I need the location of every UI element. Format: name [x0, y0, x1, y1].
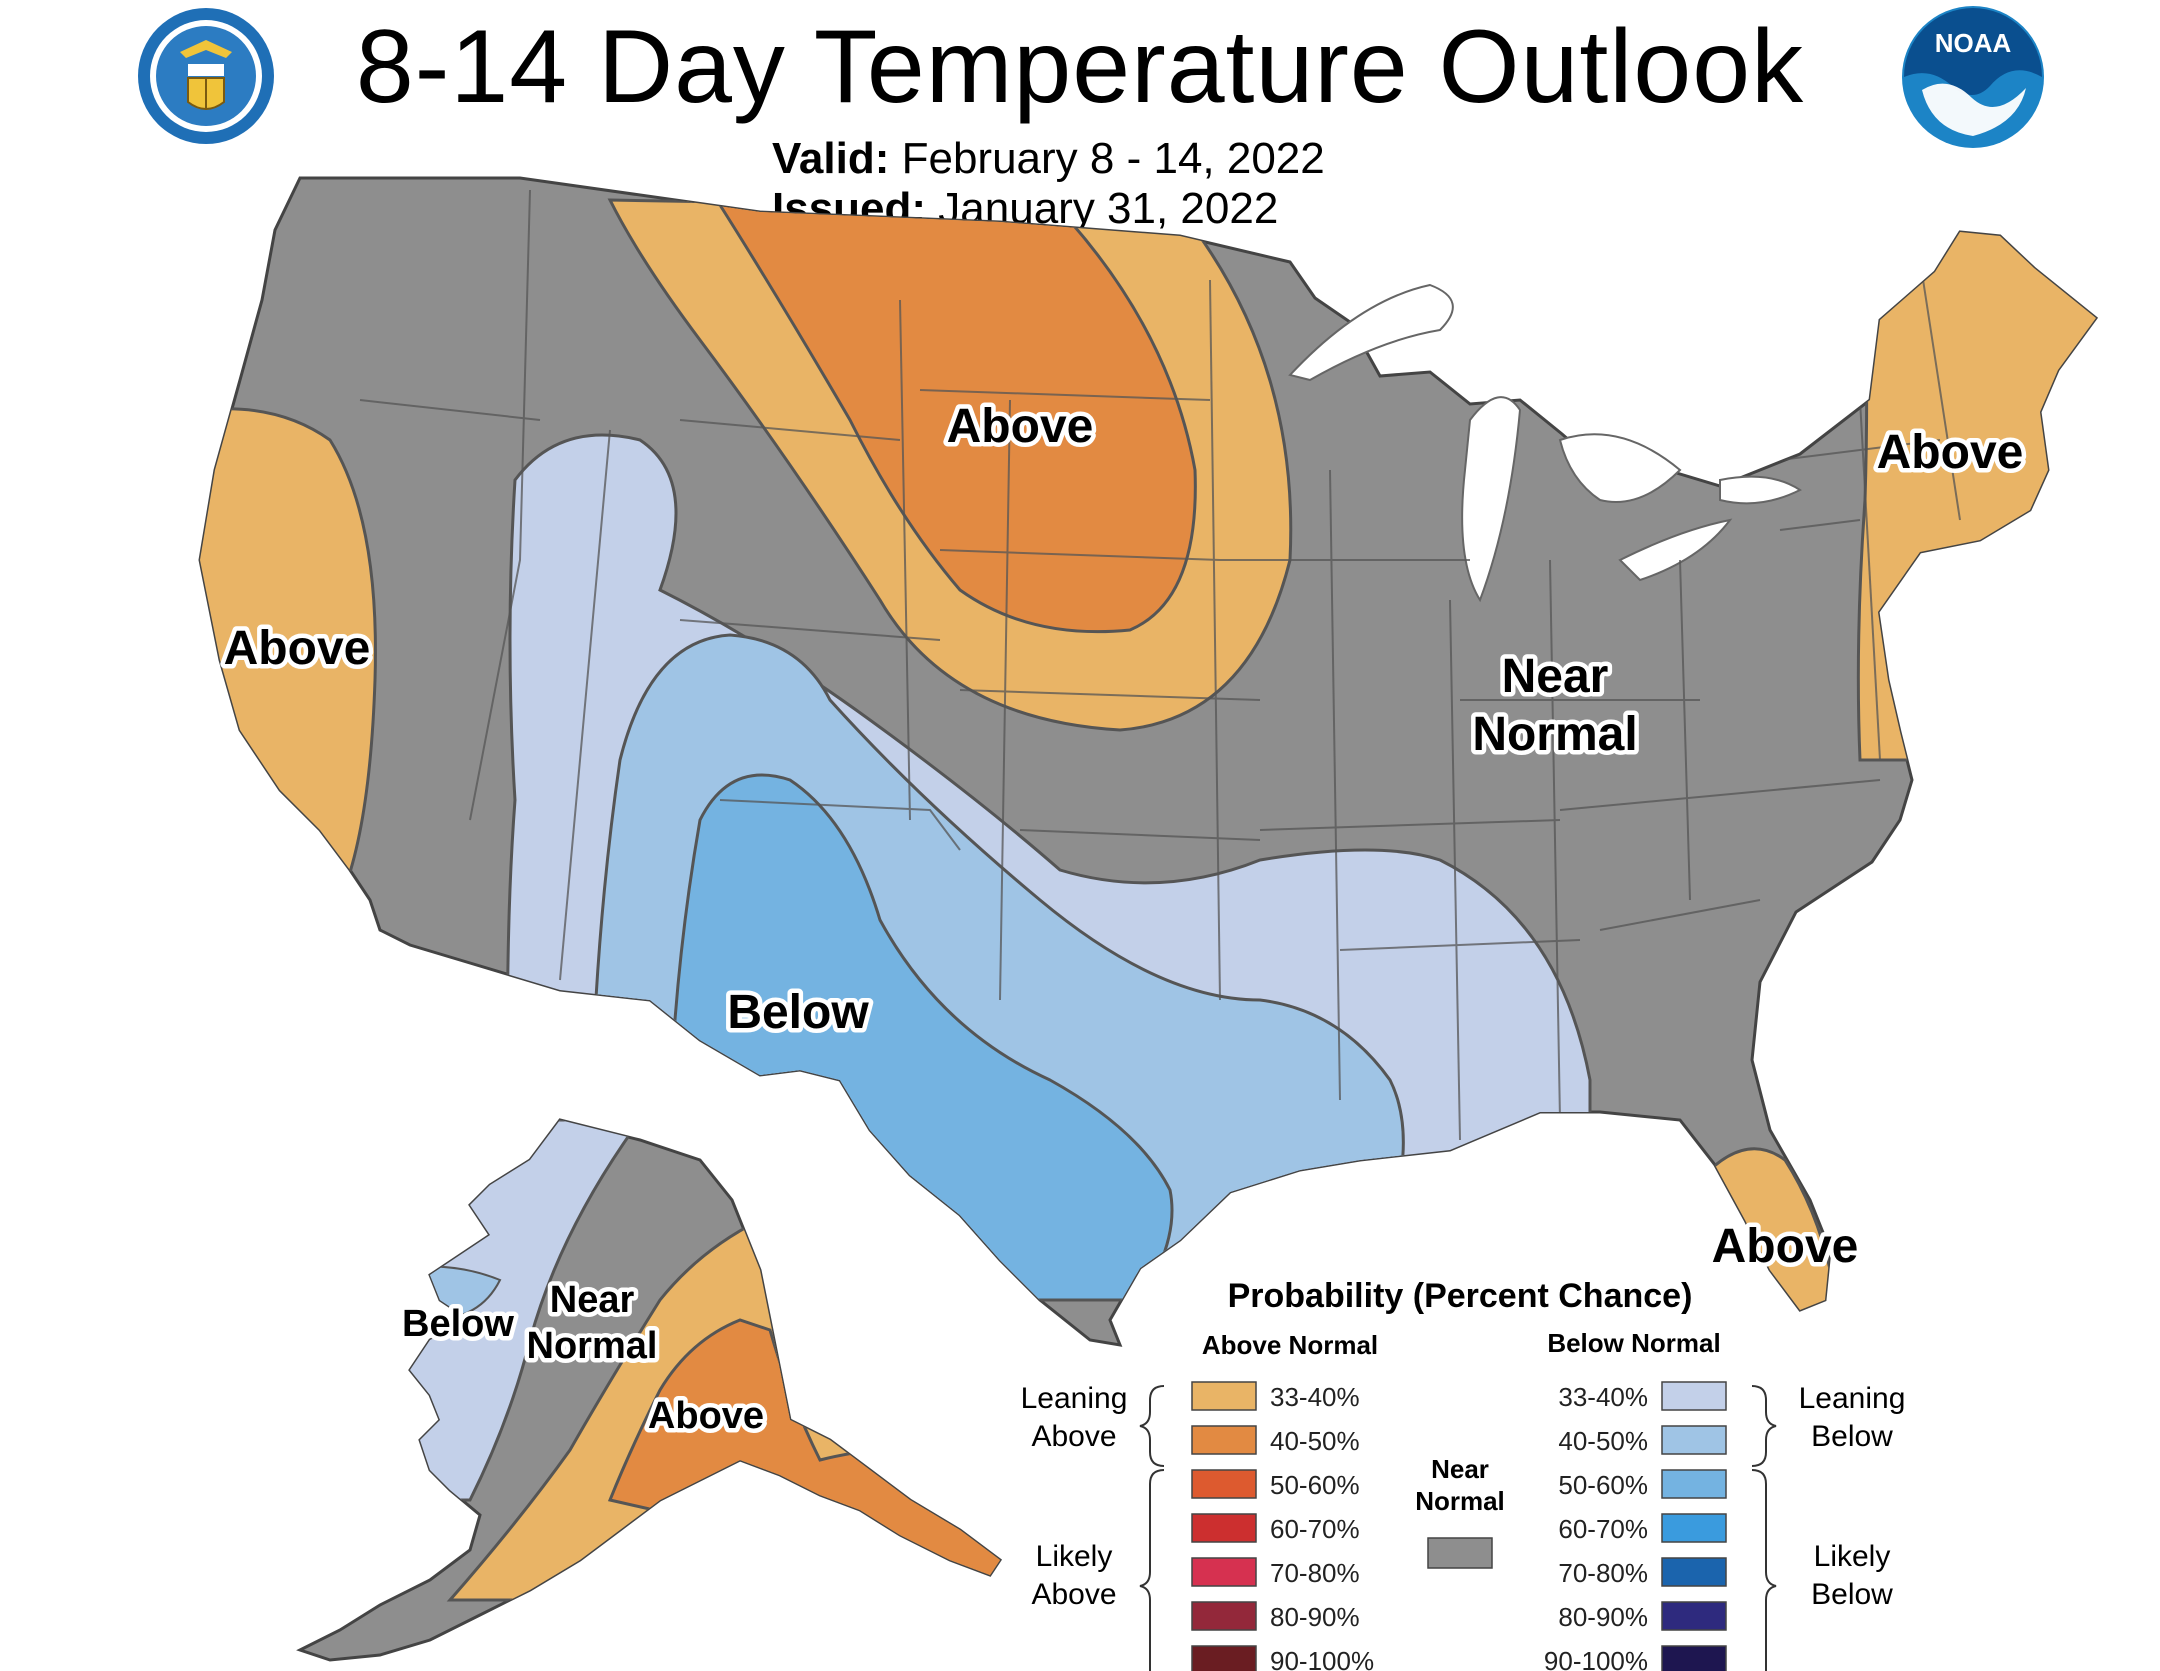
contour-above-northeast: [1856, 198, 2096, 762]
legend-likely-above-line2: Above: [1031, 1578, 1116, 1611]
valid-date: February 8 - 14, 2022: [901, 134, 1325, 183]
legend-above-bin-swatch-2: [1191, 1469, 1257, 1499]
label-ak-near-line1: Near: [550, 1279, 635, 1321]
legend-below-bin-swatch-5: [1661, 1601, 1727, 1631]
valid-line: Valid: February 8 - 14, 2022: [772, 134, 1325, 184]
legend-above-bins: 33-40% 40-50% 50-60% 60-70% 70-80% 80-90% 90-1…: [1191, 1381, 1374, 1671]
label-above-north-plains: Above: [947, 400, 1094, 453]
legend-leaning-below-line2: Below: [1811, 1420, 1893, 1453]
legend-leaning-above-line1: Leaning: [1021, 1382, 1128, 1415]
legend-above-bin-label-2: 50-60%: [1270, 1470, 1360, 1500]
legend-below-bin-label-3: 60-70%: [1558, 1514, 1648, 1544]
legend-above-bin-swatch-3: [1191, 1513, 1257, 1543]
legend-leaning-above-line2: Above: [1031, 1420, 1116, 1453]
brace-likely-above: [1139, 1469, 1165, 1671]
legend-below-bin-swatch-2: [1661, 1469, 1727, 1499]
legend-above-bin-label-3: 60-70%: [1270, 1514, 1360, 1544]
lake-ontario: [1719, 475, 1802, 505]
legend-below-bins: 33-40% 40-50% 50-60% 60-70% 70-80% 80-90% 90-1…: [1544, 1381, 1727, 1671]
label-above-west-coast: Above: [224, 622, 371, 675]
state-borders: [359, 189, 1961, 1141]
label-ak-below: Below: [402, 1303, 514, 1345]
brace-likely-below: [1751, 1469, 1777, 1671]
legend-below-bin-swatch-3: [1661, 1513, 1727, 1543]
legend-below-bin-swatch-1: [1661, 1425, 1727, 1455]
legend-below-bin-label-1: 40-50%: [1558, 1426, 1648, 1456]
map-region-labels: Above Above Above Above Near Normal Belo…: [219, 396, 2028, 1442]
legend-near-normal-line2: Normal: [1415, 1486, 1505, 1516]
great-lakes: [1288, 283, 1802, 603]
label-near-normal-line1: Near: [1502, 650, 1609, 703]
brace-leaning-below: [1751, 1385, 1777, 1467]
legend-above-bin-label-4: 70-80%: [1270, 1558, 1360, 1588]
legend-below-bin-swatch-0: [1661, 1381, 1727, 1411]
legend-below-bin-swatch-4: [1661, 1557, 1727, 1587]
label-above-northeast: Above: [1877, 426, 2024, 479]
label-ak-near-line2: Normal: [527, 1325, 658, 1367]
noaa-logo-text: NOAA: [1935, 28, 2012, 58]
legend-above-header: Above Normal: [1202, 1330, 1378, 1360]
legend-above-bin-label-5: 80-90%: [1270, 1602, 1360, 1632]
legend-near-normal-line1: Near: [1431, 1454, 1489, 1484]
lake-erie: [1618, 518, 1733, 582]
legend-below-bin-label-0: 33-40%: [1558, 1382, 1648, 1412]
lake-superior: [1288, 283, 1454, 382]
legend-likely-below-line2: Below: [1811, 1578, 1893, 1611]
legend-likely-above-line1: Likely: [1036, 1540, 1113, 1573]
noaa-logo-icon: NOAA: [1902, 6, 2044, 148]
label-near-normal-line2: Normal: [1472, 708, 1637, 761]
legend-above-bin-swatch-5: [1191, 1601, 1257, 1631]
legend-above-bin-label-1: 40-50%: [1270, 1426, 1360, 1456]
legend-below-bin-label-2: 50-60%: [1558, 1470, 1648, 1500]
label-ak-above: Above: [648, 1395, 764, 1437]
legend-below-bin-label-5: 80-90%: [1558, 1602, 1648, 1632]
lake-michigan: [1461, 396, 1522, 603]
lake-huron: [1558, 433, 1682, 503]
legend-above-bin-swatch-0: [1191, 1381, 1257, 1411]
probability-legend: Probability (Percent Chance) Above Norma…: [1021, 1277, 1906, 1671]
legend-above-bin-swatch-4: [1191, 1557, 1257, 1587]
valid-label: Valid:: [772, 134, 890, 183]
dept-of-commerce-seal-icon: [138, 8, 274, 144]
legend-above-bin-swatch-1: [1191, 1425, 1257, 1455]
legend-below-header: Below Normal: [1547, 1328, 1720, 1358]
legend-leaning-below-line1: Leaning: [1799, 1382, 1906, 1415]
legend-above-bin-label-6: 90-100%: [1270, 1646, 1374, 1671]
label-below: Below: [727, 986, 869, 1039]
legend-below-bin-label-6: 90-100%: [1544, 1646, 1648, 1671]
legend-below-bin-swatch-6: [1661, 1645, 1727, 1671]
legend-title: Probability (Percent Chance): [1228, 1277, 1693, 1315]
legend-likely-below-line1: Likely: [1814, 1540, 1891, 1573]
legend-above-bin-swatch-6: [1191, 1645, 1257, 1671]
contour-above-plains-40-50: [717, 203, 1197, 634]
legend-near-normal-swatch: [1427, 1537, 1493, 1569]
brace-leaning-above: [1139, 1385, 1165, 1467]
legend-below-bin-label-4: 70-80%: [1558, 1558, 1648, 1588]
label-above-florida: Above: [1712, 1220, 1859, 1273]
map-title: 8-14 Day Temperature Outlook: [355, 9, 1805, 125]
legend-above-bin-label-0: 33-40%: [1270, 1382, 1360, 1412]
